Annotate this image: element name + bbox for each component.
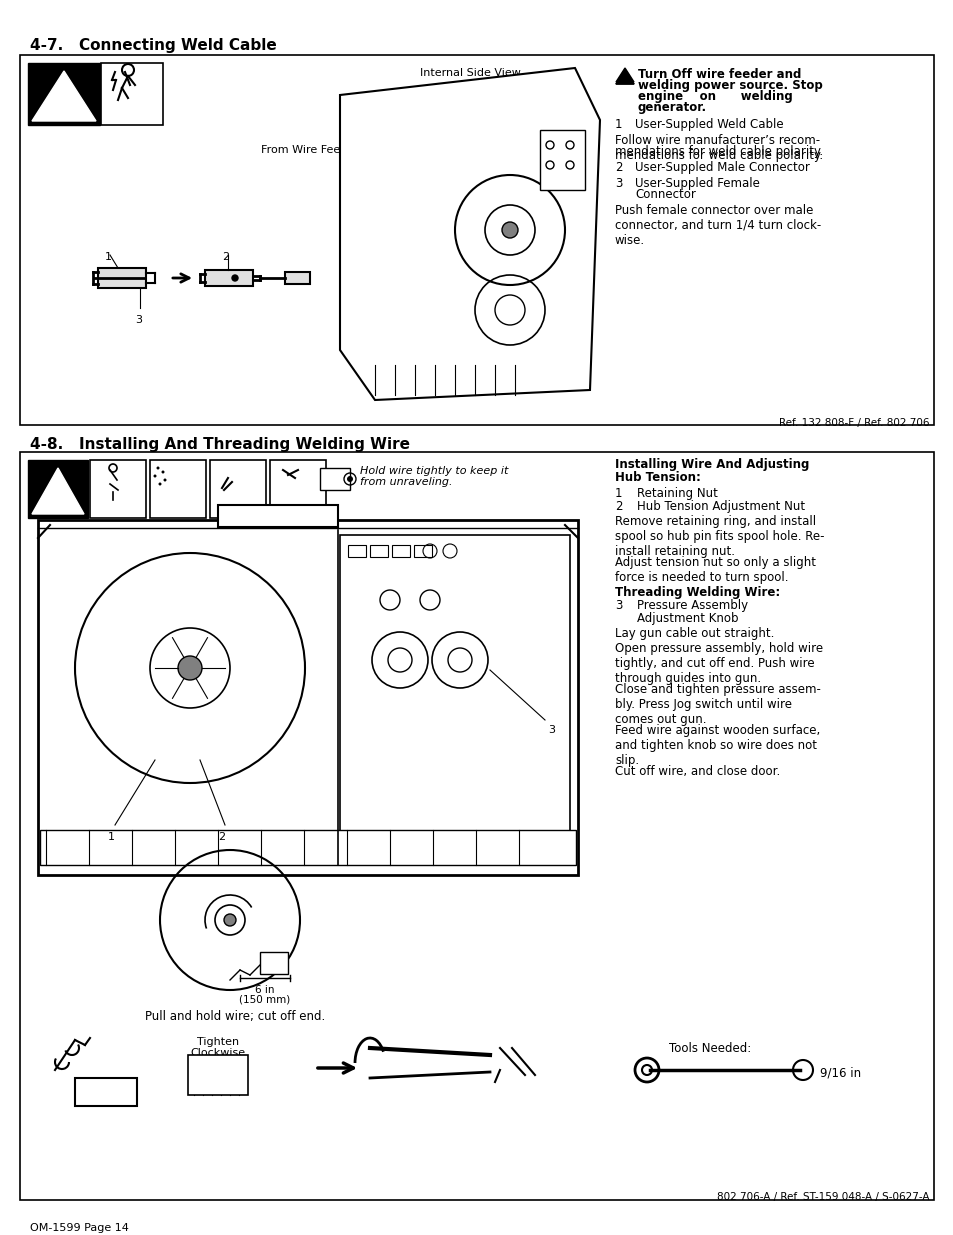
Text: User-Suppled Weld Cable: User-Suppled Weld Cable <box>635 119 782 131</box>
Text: 2: 2 <box>615 500 622 513</box>
Text: User-Suppled Female: User-Suppled Female <box>635 177 760 190</box>
Text: Hub Tension:: Hub Tension: <box>615 471 700 484</box>
Circle shape <box>178 656 202 680</box>
Text: Pressure Assembly: Pressure Assembly <box>637 599 747 613</box>
Bar <box>150 459 206 517</box>
Circle shape <box>163 478 167 482</box>
Text: WOOD: WOOD <box>86 1091 126 1100</box>
Text: Cut off wire, and close door.: Cut off wire, and close door. <box>615 764 780 778</box>
Text: (150 mm): (150 mm) <box>239 994 291 1004</box>
Circle shape <box>501 222 517 238</box>
Text: Internal Side View: Internal Side View <box>419 68 520 78</box>
Bar <box>218 505 337 527</box>
Text: Turn Off wire feeder and: Turn Off wire feeder and <box>638 68 801 82</box>
Text: Connector: Connector <box>635 188 695 201</box>
Text: Installing Wire And Adjusting: Installing Wire And Adjusting <box>615 458 808 471</box>
Text: Adjust tension nut so only a slight
force is needed to turn spool.: Adjust tension nut so only a slight forc… <box>615 556 815 584</box>
Text: generator.: generator. <box>638 101 706 114</box>
Bar <box>392 545 410 557</box>
Text: 4-8.   Installing And Threading Welding Wire: 4-8. Installing And Threading Welding Wi… <box>30 437 410 452</box>
Text: Push female connector over male
connector, and turn 1/4 turn clock-
wise.: Push female connector over male connecto… <box>615 204 821 247</box>
Bar <box>348 545 366 557</box>
Text: 1: 1 <box>615 487 622 500</box>
Text: 2: 2 <box>218 832 225 842</box>
Text: Adjustment Knob: Adjustment Knob <box>637 613 738 625</box>
Text: engine    on      welding: engine on welding <box>638 90 792 103</box>
Bar <box>370 545 388 557</box>
Bar <box>260 952 288 974</box>
Text: 1: 1 <box>105 252 112 262</box>
Text: mendations for weld cable polarity.: mendations for weld cable polarity. <box>615 144 822 158</box>
Text: !: ! <box>57 79 65 98</box>
Text: Clockwise: Clockwise <box>191 1049 245 1058</box>
Circle shape <box>224 914 235 926</box>
Bar <box>20 56 933 425</box>
Circle shape <box>158 483 161 485</box>
Polygon shape <box>32 70 96 121</box>
Polygon shape <box>616 70 634 84</box>
Circle shape <box>161 471 164 473</box>
Text: OM-1599 Page 14: OM-1599 Page 14 <box>30 1223 129 1233</box>
Bar <box>414 545 432 557</box>
Text: Hub Tension Adjustment Nut: Hub Tension Adjustment Nut <box>637 500 804 513</box>
Bar <box>188 1055 248 1095</box>
Text: 3: 3 <box>135 315 142 325</box>
Text: Close and tighten pressure assem-
bly. Press Jog switch until wire
comes out gun: Close and tighten pressure assem- bly. P… <box>615 683 820 726</box>
Text: Retaining Nut: Retaining Nut <box>637 487 717 500</box>
Bar <box>205 270 253 287</box>
Text: 2: 2 <box>222 252 229 262</box>
Bar <box>210 459 266 517</box>
Text: Threading Welding Wire:: Threading Welding Wire: <box>615 585 780 599</box>
Text: 1: 1 <box>108 832 115 842</box>
Bar <box>90 459 146 517</box>
Text: 3: 3 <box>615 177 621 190</box>
Text: !: ! <box>622 68 626 78</box>
Text: 6 in: 6 in <box>255 986 274 995</box>
Text: 9/16 in: 9/16 in <box>820 1066 861 1079</box>
Bar <box>20 452 933 1200</box>
Text: User-Suppled Male Connector: User-Suppled Male Connector <box>635 161 809 174</box>
Text: Follow wire manufacturer’s recom-
mendations for weld cable polarity.: Follow wire manufacturer’s recom- mendat… <box>615 135 822 162</box>
Circle shape <box>156 467 159 469</box>
Bar <box>98 268 146 288</box>
Text: 1: 1 <box>615 119 622 131</box>
Text: Feed wire against wooden surface,
and tighten knob so wire does not
slip.: Feed wire against wooden surface, and ti… <box>615 724 820 767</box>
Text: 3: 3 <box>615 599 621 613</box>
Text: Tighten: Tighten <box>196 1037 239 1047</box>
Bar <box>339 535 569 835</box>
Text: 802 706-A / Ref. ST-159 048-A / S-0627-A: 802 706-A / Ref. ST-159 048-A / S-0627-A <box>717 1192 929 1202</box>
Circle shape <box>153 474 156 478</box>
Text: 3: 3 <box>547 725 555 735</box>
Text: Hold wire tightly to keep it: Hold wire tightly to keep it <box>359 466 508 475</box>
Bar <box>28 459 88 517</box>
Polygon shape <box>339 68 599 400</box>
Bar <box>75 1078 137 1107</box>
Polygon shape <box>616 68 634 82</box>
Text: From Wire Feeder: From Wire Feeder <box>261 144 358 156</box>
Text: 2: 2 <box>615 161 622 174</box>
Text: Tools Needed:: Tools Needed: <box>668 1042 750 1055</box>
Bar <box>101 63 163 125</box>
Bar <box>319 468 350 490</box>
Text: 4-7.   Connecting Weld Cable: 4-7. Connecting Weld Cable <box>30 38 276 53</box>
Circle shape <box>347 475 353 482</box>
Text: Ref. 132 808-F / Ref. 802 706: Ref. 132 808-F / Ref. 802 706 <box>779 417 929 429</box>
Polygon shape <box>616 70 634 84</box>
Text: Open pressure assembly, hold wire
tightly, and cut off end. Push wire
through gu: Open pressure assembly, hold wire tightl… <box>615 642 822 685</box>
Polygon shape <box>32 468 84 514</box>
Bar <box>28 63 100 125</box>
Bar <box>270 459 326 517</box>
Bar <box>539 130 584 190</box>
Text: welding power source. Stop: welding power source. Stop <box>638 79 821 91</box>
Text: Pull and hold wire; cut off end.: Pull and hold wire; cut off end. <box>145 1010 325 1023</box>
Bar <box>38 520 578 876</box>
Text: Lay gun cable out straight.: Lay gun cable out straight. <box>615 627 774 640</box>
Text: from unraveling.: from unraveling. <box>359 477 452 487</box>
Bar <box>285 272 310 284</box>
Text: !: ! <box>54 475 62 493</box>
Bar <box>40 830 576 864</box>
Circle shape <box>232 275 237 282</box>
Text: Remove retaining ring, and install
spool so hub pin fits spool hole. Re-
install: Remove retaining ring, and install spool… <box>615 515 823 558</box>
